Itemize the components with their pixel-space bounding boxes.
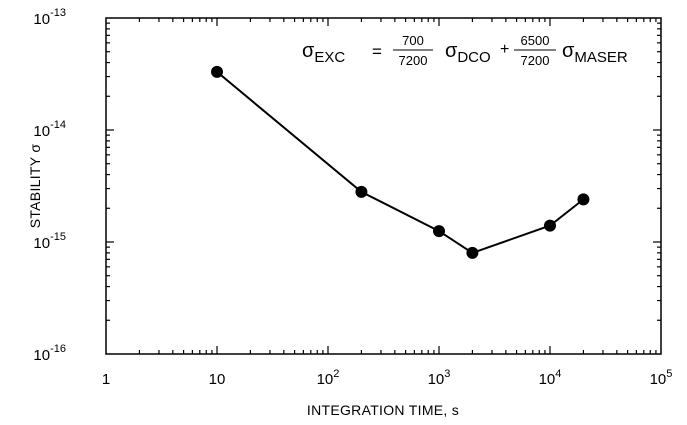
formula-term1: σDCO [445, 40, 491, 66]
plot-frame [106, 18, 661, 354]
fraction2-denominator: 7200 [521, 53, 550, 68]
data-point [433, 225, 445, 237]
y-tick-label: 10-16 [33, 343, 66, 364]
data-point [577, 193, 589, 205]
fraction1-numerator: 700 [402, 33, 424, 48]
x-tick-labels: 1 10 102 103 104 105 [102, 368, 673, 388]
fraction1-denominator: 7200 [399, 53, 428, 68]
formula-plus: + [500, 41, 509, 58]
formula-term2: σMASER [562, 40, 628, 66]
formula-equals: = [372, 42, 382, 61]
y-axis-title: STABILITY σ [27, 144, 43, 229]
data-series [211, 66, 589, 259]
x-tick-label: 10 [209, 371, 226, 388]
x-axis-title: INTEGRATION TIME, s [307, 402, 459, 418]
x-tick-label: 105 [650, 368, 673, 388]
x-tick-label: 102 [317, 368, 340, 388]
x-tick-label: 103 [428, 368, 451, 388]
formula-annotation: σEXC = 700 7200 σDCO + 6500 7200 σMASER [302, 33, 628, 68]
x-tick-label: 1 [102, 371, 110, 388]
axis-ticks [106, 18, 661, 354]
series-line [217, 72, 583, 253]
data-point [544, 220, 556, 232]
x-tick-label: 104 [539, 368, 562, 388]
data-point [355, 186, 367, 198]
fraction2-numerator: 6500 [521, 33, 550, 48]
data-point [211, 66, 223, 78]
y-tick-label: 10-15 [33, 231, 66, 252]
y-tick-label: 10-14 [33, 119, 66, 140]
data-point [466, 247, 478, 259]
formula-lhs: σEXC [302, 40, 345, 66]
y-tick-label: 10-13 [33, 7, 66, 28]
